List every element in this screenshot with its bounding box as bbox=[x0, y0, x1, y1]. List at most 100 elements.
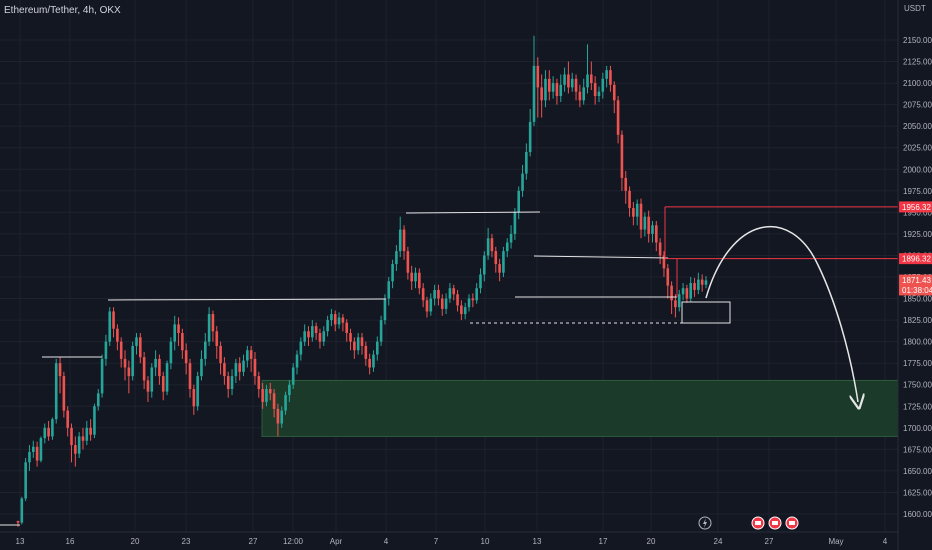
x-tick-label: 13 bbox=[16, 537, 25, 546]
candle bbox=[693, 283, 696, 290]
candle bbox=[486, 238, 490, 256]
candle bbox=[234, 363, 238, 377]
candle bbox=[288, 384, 291, 396]
flash-icon-ring bbox=[698, 516, 712, 530]
candle bbox=[383, 298, 387, 321]
candle bbox=[249, 350, 253, 359]
candle bbox=[532, 65, 536, 122]
x-tick-label: 27 bbox=[249, 537, 258, 546]
price-tag-label: 1956.32 bbox=[902, 203, 931, 212]
candle bbox=[165, 363, 169, 392]
candle bbox=[253, 358, 257, 377]
candle bbox=[574, 78, 578, 92]
earnings-icon-mark bbox=[772, 521, 778, 525]
drawings bbox=[0, 206, 898, 526]
candle bbox=[203, 341, 207, 359]
candle bbox=[689, 283, 693, 299]
candle bbox=[333, 314, 337, 325]
candle bbox=[119, 341, 123, 359]
candle bbox=[662, 255, 666, 269]
candle bbox=[127, 367, 131, 377]
candle bbox=[161, 376, 165, 392]
candle bbox=[77, 436, 81, 454]
candle bbox=[406, 251, 410, 273]
candle bbox=[421, 288, 425, 301]
candle bbox=[643, 216, 647, 230]
y-tick-label: 1750.00 bbox=[903, 381, 932, 390]
trend-line bbox=[405, 211, 541, 214]
candle bbox=[456, 294, 459, 306]
earnings-icon[interactable] bbox=[751, 516, 765, 530]
candle bbox=[353, 341, 356, 351]
candle bbox=[226, 376, 230, 390]
x-tick-label: 13 bbox=[533, 537, 542, 546]
candle bbox=[196, 376, 199, 407]
time-axis[interactable]: 13 16 20 23 27 12:00 Apr 4 7 10 13 17 20 24 27 May 4 bbox=[0, 516, 898, 546]
earnings-icon-mark bbox=[789, 521, 795, 525]
trend-line bbox=[107, 298, 387, 301]
price-axis[interactable]: 1600.00 1625.00 1650.00 1675.00 1700.00 1725.… bbox=[897, 0, 932, 550]
candle bbox=[433, 289, 436, 299]
candle bbox=[437, 289, 440, 299]
candle bbox=[475, 288, 478, 301]
candle bbox=[223, 363, 226, 377]
candle bbox=[211, 314, 215, 332]
candle bbox=[131, 345, 134, 377]
candle bbox=[70, 427, 73, 446]
x-tick-label: May bbox=[828, 537, 843, 546]
y-tick-label: 1975.00 bbox=[903, 187, 932, 196]
candle bbox=[24, 462, 27, 499]
candle bbox=[479, 274, 482, 289]
candle bbox=[685, 288, 689, 299]
demand-zone bbox=[261, 379, 899, 437]
candle bbox=[460, 305, 463, 315]
candle bbox=[414, 272, 417, 282]
candle bbox=[85, 427, 89, 441]
candle bbox=[215, 331, 219, 346]
y-tick-label: 1675.00 bbox=[903, 445, 932, 454]
candle bbox=[440, 298, 444, 309]
candle bbox=[291, 367, 295, 385]
candle bbox=[570, 78, 574, 88]
candle bbox=[513, 212, 517, 234]
candle bbox=[16, 520, 20, 523]
candle bbox=[142, 357, 146, 381]
candle bbox=[169, 341, 173, 364]
y-tick-label: 1800.00 bbox=[903, 338, 932, 347]
candle bbox=[372, 354, 375, 368]
candle bbox=[207, 314, 211, 342]
candle bbox=[146, 380, 150, 392]
price-tag bbox=[899, 253, 932, 265]
x-tick-label: 4 bbox=[883, 537, 888, 546]
y-tick-label: 1850.00 bbox=[903, 295, 932, 304]
x-tick-label: 20 bbox=[647, 537, 656, 546]
x-tick-label: 10 bbox=[481, 537, 490, 546]
candle bbox=[181, 333, 184, 351]
candle bbox=[551, 83, 555, 92]
candle bbox=[601, 78, 605, 92]
candle bbox=[605, 70, 608, 79]
candle bbox=[632, 208, 635, 217]
candle bbox=[242, 360, 245, 372]
earnings-icon-mark bbox=[755, 521, 761, 525]
price-tag-label: 1871.43 bbox=[902, 276, 931, 285]
x-tick-label: 17 bbox=[599, 537, 608, 546]
y-tick-label: 2050.00 bbox=[903, 122, 932, 131]
x-tick-label: Apr bbox=[330, 537, 343, 546]
candle bbox=[704, 280, 708, 285]
candle bbox=[391, 264, 394, 282]
earnings-icon[interactable] bbox=[768, 516, 782, 530]
candle bbox=[150, 367, 154, 392]
earnings-icon[interactable] bbox=[785, 516, 799, 530]
candle bbox=[74, 445, 77, 454]
x-tick-label: 23 bbox=[182, 537, 191, 546]
candle bbox=[609, 70, 612, 85]
candle bbox=[318, 333, 322, 342]
candle bbox=[635, 203, 639, 217]
candle bbox=[544, 78, 547, 101]
candle bbox=[47, 427, 50, 437]
flash-icon[interactable] bbox=[698, 516, 712, 530]
candle bbox=[655, 225, 658, 243]
candle bbox=[139, 337, 142, 358]
